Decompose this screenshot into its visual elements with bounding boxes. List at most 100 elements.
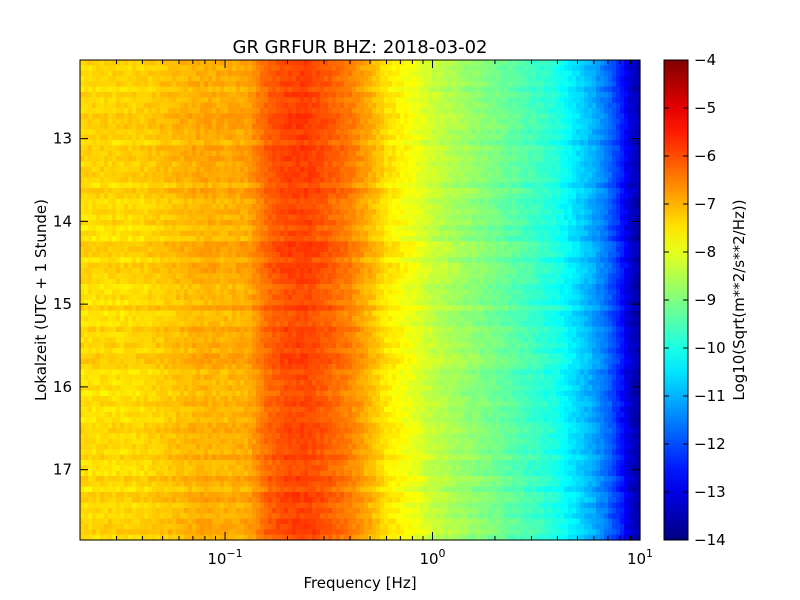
heatmap-cell [340, 124, 345, 130]
heatmap-cell [260, 209, 265, 216]
heatmap-cell [424, 166, 429, 173]
heatmap-cell [232, 70, 237, 77]
heatmap-cell [352, 118, 357, 125]
heatmap-cell [596, 92, 601, 98]
heatmap-cell [516, 118, 521, 125]
heatmap-cell [376, 241, 381, 248]
heatmap-cell [452, 172, 457, 178]
heatmap-cell [284, 118, 289, 125]
heatmap-cell [308, 204, 313, 210]
heatmap-cell [448, 86, 453, 93]
heatmap-cell [216, 188, 221, 194]
heatmap-cell [540, 86, 545, 93]
heatmap-cell [432, 134, 437, 141]
heatmap-cell [312, 193, 317, 200]
heatmap-cell [364, 182, 369, 189]
heatmap-cell [540, 241, 545, 248]
heatmap-cell [204, 172, 209, 178]
heatmap-cell [304, 150, 309, 157]
heatmap-cell [160, 86, 165, 93]
heatmap-cell [632, 161, 637, 168]
heatmap-cell [404, 65, 409, 72]
heatmap-cell [384, 230, 389, 237]
heatmap-cell [324, 177, 329, 184]
heatmap-cell [356, 225, 361, 232]
heatmap-cell [316, 209, 321, 216]
heatmap-cell [136, 236, 141, 242]
heatmap-cell [560, 140, 565, 146]
heatmap-cell [492, 145, 497, 152]
heatmap-cell [92, 150, 97, 157]
heatmap-cell [592, 236, 597, 242]
heatmap-cell [636, 156, 641, 162]
heatmap-cell [120, 97, 125, 104]
heatmap-cell [628, 92, 633, 98]
heatmap-cell [304, 209, 309, 216]
heatmap-cell [108, 166, 113, 173]
heatmap-cell [564, 102, 569, 109]
heatmap-cell [124, 188, 129, 194]
heatmap-cell [104, 76, 109, 82]
heatmap-cell [312, 209, 317, 216]
heatmap-cell [112, 230, 117, 237]
heatmap-cell [504, 81, 509, 88]
heatmap-cell [248, 102, 253, 109]
heatmap-cell [540, 177, 545, 184]
heatmap-cell [456, 198, 461, 205]
heatmap-cell [604, 145, 609, 152]
heatmap-cell [296, 241, 301, 248]
heatmap-cell [552, 193, 557, 200]
heatmap-cell [608, 113, 613, 120]
heatmap-cell [260, 60, 265, 66]
heatmap-cell [300, 246, 305, 253]
heatmap-cell [280, 225, 285, 232]
heatmap-cell [332, 220, 337, 226]
heatmap-cell [292, 182, 297, 189]
heatmap-cell [472, 129, 477, 136]
heatmap-cell [524, 70, 529, 77]
heatmap-cell [400, 102, 405, 109]
heatmap-cell [104, 177, 109, 184]
heatmap-cell [468, 76, 473, 82]
heatmap-cell [288, 209, 293, 216]
heatmap-cell [636, 113, 641, 120]
heatmap-cell [420, 182, 425, 189]
heatmap-cell [128, 76, 133, 82]
heatmap-cell [248, 209, 253, 216]
heatmap-cell [620, 102, 625, 109]
heatmap-cell [432, 70, 437, 77]
heatmap-cell [328, 172, 333, 178]
heatmap-cell [620, 214, 625, 221]
heatmap-cell [356, 81, 361, 88]
heatmap-cell [468, 225, 473, 232]
heatmap-cell [132, 225, 137, 232]
heatmap-cell [460, 102, 465, 109]
heatmap-cell [116, 65, 121, 72]
heatmap-cell [184, 204, 189, 210]
heatmap-cell [436, 134, 441, 141]
heatmap-cell [252, 113, 257, 120]
heatmap-cell [144, 236, 149, 242]
heatmap-cell [512, 60, 517, 66]
heatmap-cell [536, 161, 541, 168]
heatmap-cell [628, 193, 633, 200]
heatmap-cell [84, 230, 89, 237]
heatmap-cell [104, 220, 109, 226]
heatmap-cell [620, 236, 625, 242]
heatmap-cell [528, 193, 533, 200]
heatmap-cell [564, 220, 569, 226]
heatmap-cell [488, 65, 493, 72]
heatmap-cell [516, 241, 521, 248]
heatmap-cell [116, 166, 121, 173]
heatmap-cell [628, 134, 633, 141]
heatmap-cell [332, 161, 337, 168]
heatmap-cell [476, 193, 481, 200]
heatmap-cell [328, 92, 333, 98]
heatmap-cell [216, 108, 221, 114]
heatmap-cell [432, 60, 437, 66]
heatmap-cell [516, 86, 521, 93]
heatmap-cell [248, 198, 253, 205]
heatmap-cell [192, 102, 197, 109]
heatmap-cell [328, 97, 333, 104]
heatmap-cell [564, 92, 569, 98]
